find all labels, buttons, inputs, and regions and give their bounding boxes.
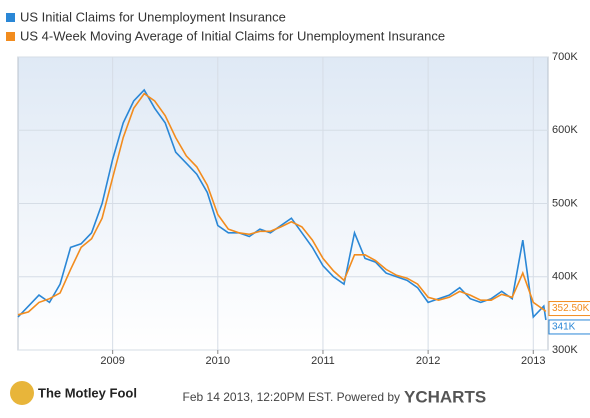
end-label-box (548, 301, 590, 317)
end-label: 352.50K (552, 303, 590, 314)
timestamp: Feb 14 2013, 12:20PM EST. Powered by (183, 390, 400, 404)
y-tick-label: 600K (552, 124, 578, 136)
x-tick-label: 2013 (521, 355, 545, 367)
x-tick-label: 2012 (416, 355, 440, 367)
y-tick-label: 700K (552, 51, 578, 63)
footer (0, 372, 590, 413)
y-tick-label: 500K (552, 197, 578, 209)
legend-label: US Initial Claims for Unemployment Insur… (20, 9, 286, 24)
series-line (17, 92, 547, 316)
y-tick-label: 400K (552, 271, 578, 283)
x-tick-label: 2011 (311, 355, 335, 367)
logo-icon (10, 381, 34, 405)
end-label: 341K (552, 322, 576, 333)
legend-swatch (6, 32, 15, 41)
legend-label: US 4-Week Moving Average of Initial Clai… (20, 28, 445, 43)
brand: YCHARTS (404, 387, 486, 406)
x-tick-label: 2009 (100, 355, 124, 367)
y-tick-label: 300K (552, 344, 578, 356)
end-label-box (548, 319, 590, 335)
legend-swatch (6, 13, 15, 22)
logo-text: The Motley Fool (38, 385, 137, 400)
x-tick-label: 2010 (206, 355, 230, 367)
